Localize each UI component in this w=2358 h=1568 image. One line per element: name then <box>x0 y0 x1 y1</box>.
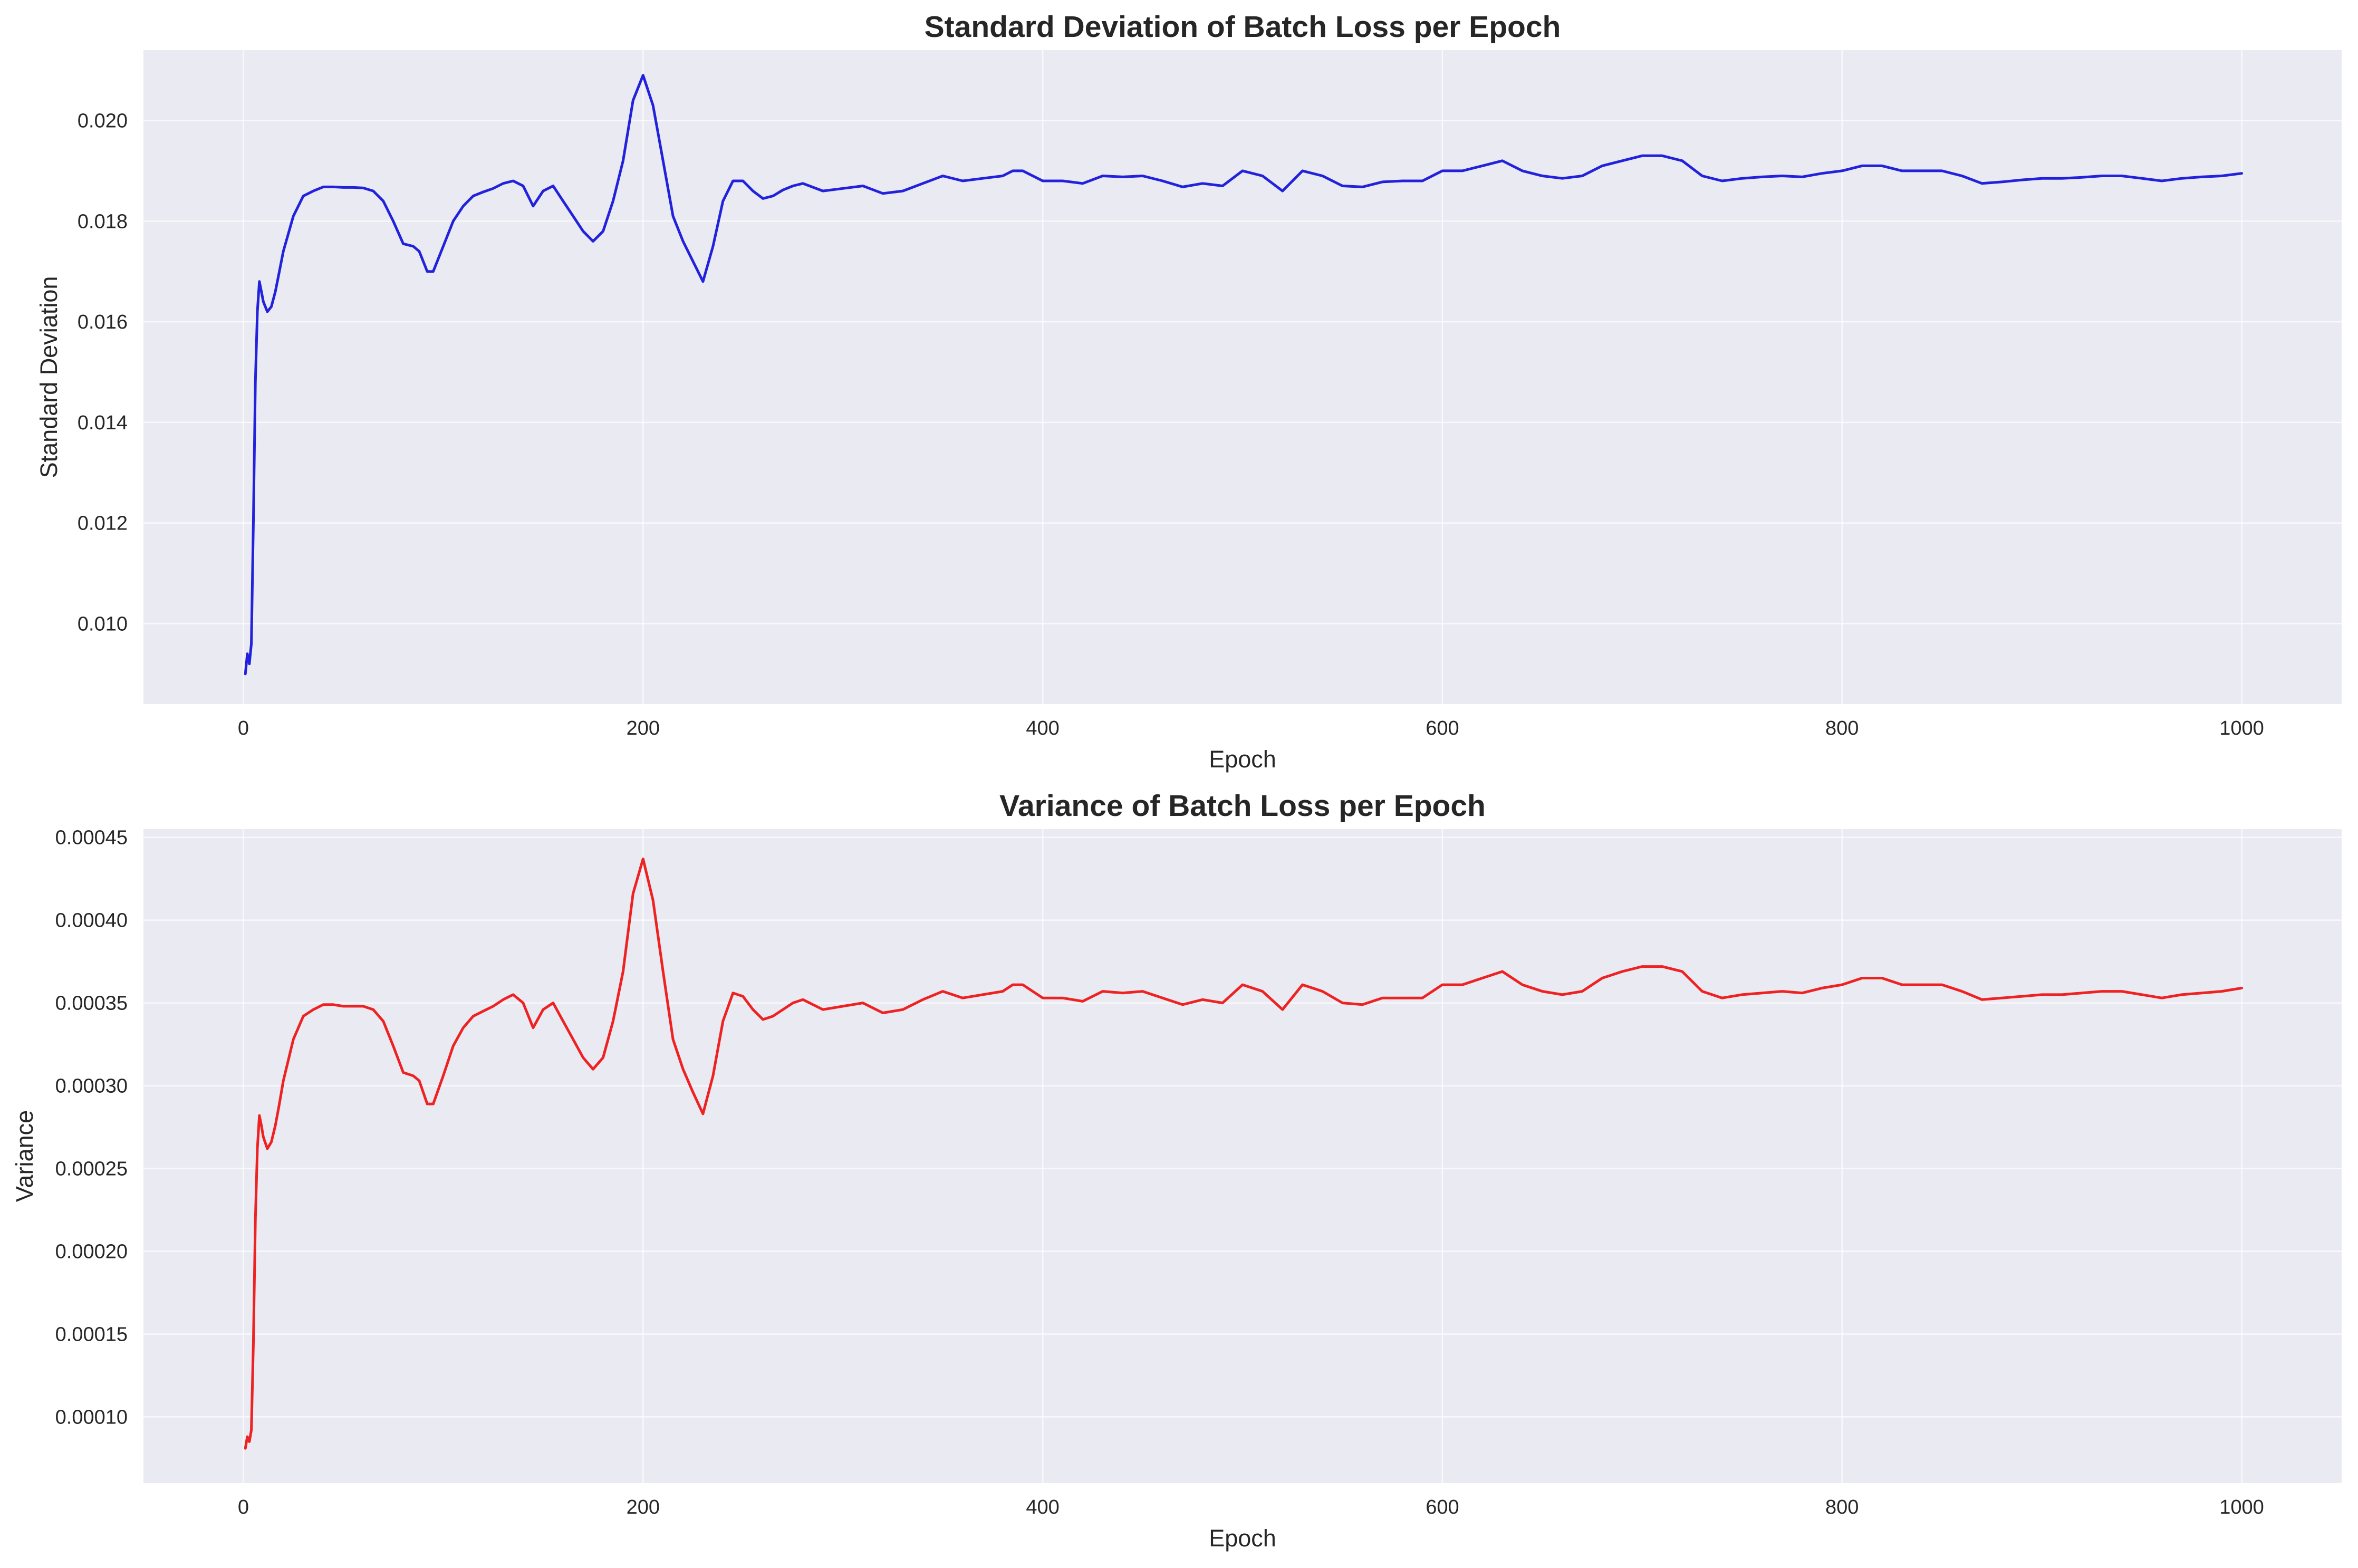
std-x-tick-label: 400 <box>1026 717 1059 739</box>
std-x-tick-label: 200 <box>627 717 660 739</box>
variance-y-tick-label: 0.00035 <box>55 993 128 1015</box>
std-chart-title: Standard Deviation of Batch Loss per Epo… <box>925 10 1561 44</box>
variance-y-tick-label: 0.00040 <box>55 910 128 932</box>
variance-plot-area <box>143 829 2342 1483</box>
std-y-tick-label: 0.010 <box>78 613 128 635</box>
variance-y-axis-label: Variance <box>11 1110 38 1202</box>
variance-series-line <box>244 858 2243 1450</box>
std-y-tick-label: 0.016 <box>78 311 128 333</box>
std-gridlines <box>143 50 2342 704</box>
std-x-axis-label: Epoch <box>1209 746 1276 773</box>
variance-y-tick-label: 0.00025 <box>55 1158 128 1180</box>
variance-y-tick-label: 0.00020 <box>55 1241 128 1263</box>
variance-x-tick-label: 1000 <box>2219 1496 2264 1518</box>
std-x-tick-label: 0 <box>238 717 249 739</box>
variance-y-tick-label: 0.00045 <box>55 827 128 849</box>
std-chart-panel: Standard Deviation of Batch Loss per Epo… <box>35 10 2342 773</box>
std-series-line <box>244 74 2243 676</box>
std-y-tick-label: 0.012 <box>78 513 128 535</box>
variance-chart-title: Variance of Batch Loss per Epoch <box>999 789 1486 823</box>
std-series <box>244 74 2243 676</box>
std-y-axis-label: Standard Deviation <box>35 276 62 478</box>
variance-x-tick-label: 0 <box>238 1496 249 1518</box>
variance-x-tick-label: 400 <box>1026 1496 1059 1518</box>
variance-series <box>244 858 2243 1450</box>
std-y-tick-label: 0.014 <box>78 412 128 434</box>
variance-x-tick-label: 800 <box>1825 1496 1859 1518</box>
variance-gridlines <box>143 829 2342 1483</box>
std-y-tick-label: 0.018 <box>78 210 128 233</box>
variance-x-tick-label: 200 <box>627 1496 660 1518</box>
variance-chart-panel: Variance of Batch Loss per Epoch 0 200 400… <box>11 789 2342 1552</box>
std-x-tick-label: 800 <box>1825 717 1859 739</box>
variance-y-tick-label: 0.00030 <box>55 1075 128 1098</box>
variance-y-tick-label: 0.00015 <box>55 1323 128 1345</box>
variance-y-tick-label: 0.00010 <box>55 1406 128 1428</box>
variance-x-axis-label: Epoch <box>1209 1525 1276 1552</box>
std-y-ticks: 0.010 0.012 0.014 0.016 0.018 0.020 <box>78 110 128 636</box>
variance-y-ticks: 0.00010 0.00015 0.00020 0.00025 0.00030 0.000… <box>55 827 128 1429</box>
std-y-tick-label: 0.020 <box>78 110 128 132</box>
std-x-tick-label: 1000 <box>2219 717 2264 739</box>
variance-x-ticks: 0 200 400 600 800 1000 <box>238 1496 2264 1518</box>
std-plot-area <box>143 50 2342 704</box>
variance-x-tick-label: 600 <box>1426 1496 1459 1518</box>
std-x-tick-label: 600 <box>1426 717 1459 739</box>
std-x-ticks: 0 200 400 600 800 1000 <box>238 717 2264 739</box>
